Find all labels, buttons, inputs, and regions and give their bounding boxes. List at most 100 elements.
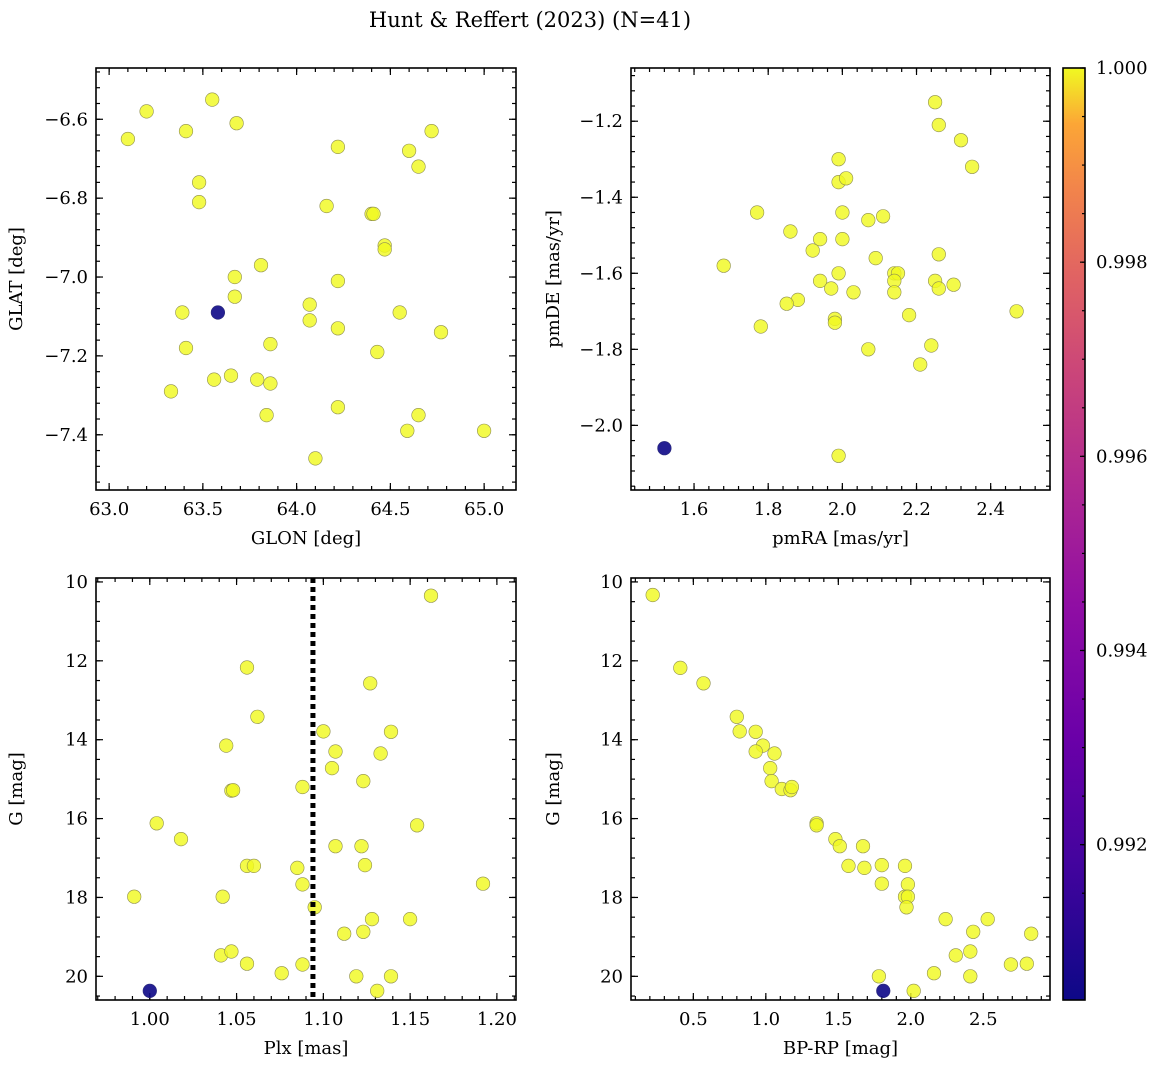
x-axis-label: pmRA [mas/yr] [772,528,909,549]
data-point [259,408,274,423]
data-point [931,117,946,133]
data-point [370,983,385,999]
data-point [377,242,392,257]
data-point [901,308,917,323]
data-point [392,305,407,320]
y-tick-label: 12 [65,651,88,672]
data-point [383,724,399,739]
data-point [239,660,255,675]
data-point [330,273,346,289]
data-point [210,305,225,320]
data-point [357,857,373,873]
x-tick-label: 1.05 [217,1009,257,1030]
data-point [963,944,978,959]
data-point [645,587,660,603]
data-point [835,232,850,247]
y-tick-label: 12 [600,651,623,672]
x-tick-label: 65.0 [464,499,504,520]
data-point [673,660,688,676]
data-point [846,285,861,300]
data-point [874,876,889,891]
data-point [732,724,747,739]
data-point [366,206,381,221]
data-point [149,816,164,831]
data-point [748,724,763,739]
data-point [948,948,963,963]
data-point [827,315,843,330]
figure-title: Hunt & Reffert (2023) (N=41) [369,8,691,32]
data-point [120,131,135,147]
x-tick-label: 2.2 [902,499,931,520]
data-point [812,273,828,289]
data-point [831,152,846,167]
data-point [192,195,207,210]
colorbar-tick-label: 0.996 [1096,446,1148,467]
data-point [926,966,942,981]
data-point [178,124,194,139]
axes-frame [95,67,517,491]
data-point [250,372,265,387]
data-point [349,969,364,984]
data-point [215,889,230,904]
data-point [205,92,220,107]
data-point [835,205,850,220]
x-tick-label: 1.0 [752,1009,781,1030]
data-point [295,957,310,972]
data-point [253,258,269,273]
data-point [410,818,425,833]
data-point [192,175,207,190]
data-point [809,818,824,833]
y-tick-label: 16 [600,809,623,830]
data-point [868,251,883,266]
data-point [224,944,239,959]
y-tick-label: −1.6 [579,263,623,284]
data-point [330,321,346,336]
data-point [763,760,778,776]
y-tick-label: 14 [65,730,88,751]
data-point [838,171,854,186]
data-point [900,877,916,892]
x-tick-label: 63.0 [89,499,129,520]
x-tick-label: 1.6 [680,499,709,520]
data-point [783,224,798,239]
colorbar-tick-label: 1.000 [1096,58,1148,79]
data-point [219,738,234,753]
data-point [142,983,157,999]
data-point [696,676,711,691]
data-point [302,297,317,312]
data-point [966,924,981,939]
data-point [938,911,953,927]
data-point [328,744,343,759]
x-tick-label: 2.0 [828,499,857,520]
proper-motion-panel: 1.6 1.8 2.0 2.2 2.4 −2.0 −1.8 −1.6 −1.4 −1.2 pmRA … [543,67,1051,549]
y-tick-label: −7.2 [44,346,88,367]
data-point [832,839,847,854]
y-tick-label: −1.8 [579,339,623,360]
data-point [433,325,449,340]
x-tick-label: 1.10 [303,1009,343,1030]
data-point [400,423,415,438]
data-point [953,133,969,148]
y-tick-label: 20 [65,966,88,987]
data-point [207,372,222,387]
colorbar: 0.992 0.994 0.996 0.998 1.000 [1062,58,1148,1001]
x-tick-label: 2.0 [896,1009,925,1030]
y-tick-label: 10 [600,572,623,593]
data-point [356,924,371,939]
data-point [250,709,265,724]
colorbar-gradient [1063,68,1085,1000]
data-point [931,247,946,262]
x-tick-label: 64.0 [277,499,317,520]
data-point [855,839,871,854]
data-point [887,285,902,300]
data-point [402,143,417,158]
data-point [370,344,385,360]
data-point [319,198,334,214]
data-point [1009,304,1024,319]
data-point [764,773,779,789]
data-point [784,779,800,795]
y-tick-label: 14 [600,730,623,751]
data-point [779,296,794,311]
axes-frame [630,577,1051,1001]
data-point [373,746,388,761]
